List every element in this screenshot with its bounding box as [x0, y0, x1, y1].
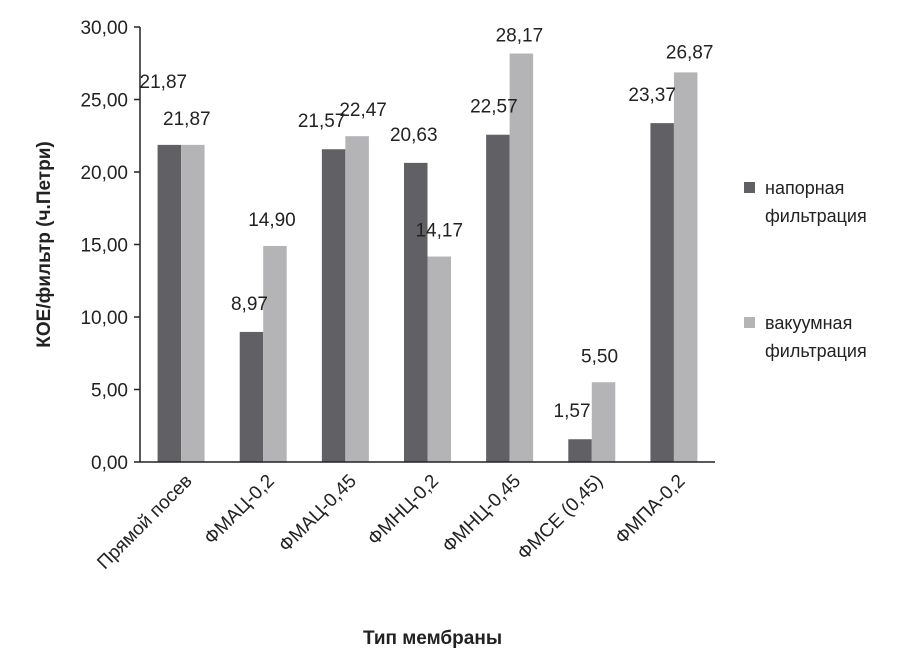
category-label: ФМПА-0,2: [611, 471, 689, 549]
category-label: ФМАЦ-0,45: [275, 471, 361, 557]
data-label: 5,50: [581, 346, 618, 367]
category-label: ФМАЦ-0,2: [200, 471, 278, 549]
bars: [157, 53, 698, 463]
legend-swatch: [744, 182, 755, 193]
data-label: 22,57: [470, 97, 518, 118]
bar-vacuum: [427, 256, 451, 462]
bar-vacuum: [509, 53, 534, 462]
data-label: 21,57: [298, 111, 346, 132]
bar-vacuum: [345, 136, 369, 462]
legend-swatch: [744, 317, 755, 328]
y-tick-label: 20,00: [80, 163, 128, 184]
data-label: 14,90: [248, 210, 296, 231]
y-tick-label: 5,00: [91, 381, 128, 402]
data-label: 22,47: [339, 100, 387, 121]
data-label: 26,87: [666, 42, 714, 63]
bar-pressure: [404, 162, 428, 463]
data-label: 21,87: [163, 109, 211, 130]
y-tick-label: 30,00: [80, 18, 128, 39]
legend-label: фильтрация: [765, 206, 867, 226]
category-label: ФМНЦ-0,2: [364, 471, 443, 550]
bar-vacuum: [591, 382, 616, 462]
legend-label: вакуумная: [765, 313, 852, 333]
legend-label: напорная: [765, 178, 844, 198]
bar-pressure: [157, 144, 182, 462]
y-tick-label: 25,00: [80, 91, 128, 112]
data-label: 23,37: [628, 85, 676, 106]
bar-pressure: [650, 123, 674, 462]
bar-vacuum: [263, 245, 287, 462]
y-tick-label: 0,00: [91, 453, 128, 474]
bar-vacuum: [181, 144, 205, 462]
bar-pressure: [321, 149, 346, 463]
x-axis-title: Тип мембраны: [363, 628, 502, 649]
category-label: ФМНЦ-0,45: [439, 471, 526, 558]
category-label: Прямой посев: [93, 471, 196, 574]
category-label: ФМСЕ (0,45): [514, 471, 608, 565]
bar-pressure: [568, 439, 592, 462]
y-axis-title: КОЕ/фильтр (ч.Петри): [34, 141, 55, 347]
data-label: 20,63: [390, 125, 438, 146]
data-label: 14,17: [415, 221, 463, 242]
data-label: 28,17: [496, 26, 544, 47]
bar-pressure: [486, 134, 510, 463]
bar-pressure: [239, 331, 264, 462]
legend-label: фильтрация: [765, 341, 867, 361]
data-label: 8,97: [231, 294, 268, 315]
y-tick-label: 15,00: [80, 236, 128, 257]
legend: напорная фильтрация вакуумная фильтрация: [744, 178, 867, 361]
bar-vacuum: [673, 72, 698, 462]
data-label: 1,57: [554, 401, 591, 422]
y-axis-ticks: 0,00 5,00 10,00 15,00 20,00 25,00 30,00: [80, 18, 140, 474]
data-label: 21,87: [140, 72, 188, 93]
y-tick-label: 10,00: [80, 308, 128, 329]
